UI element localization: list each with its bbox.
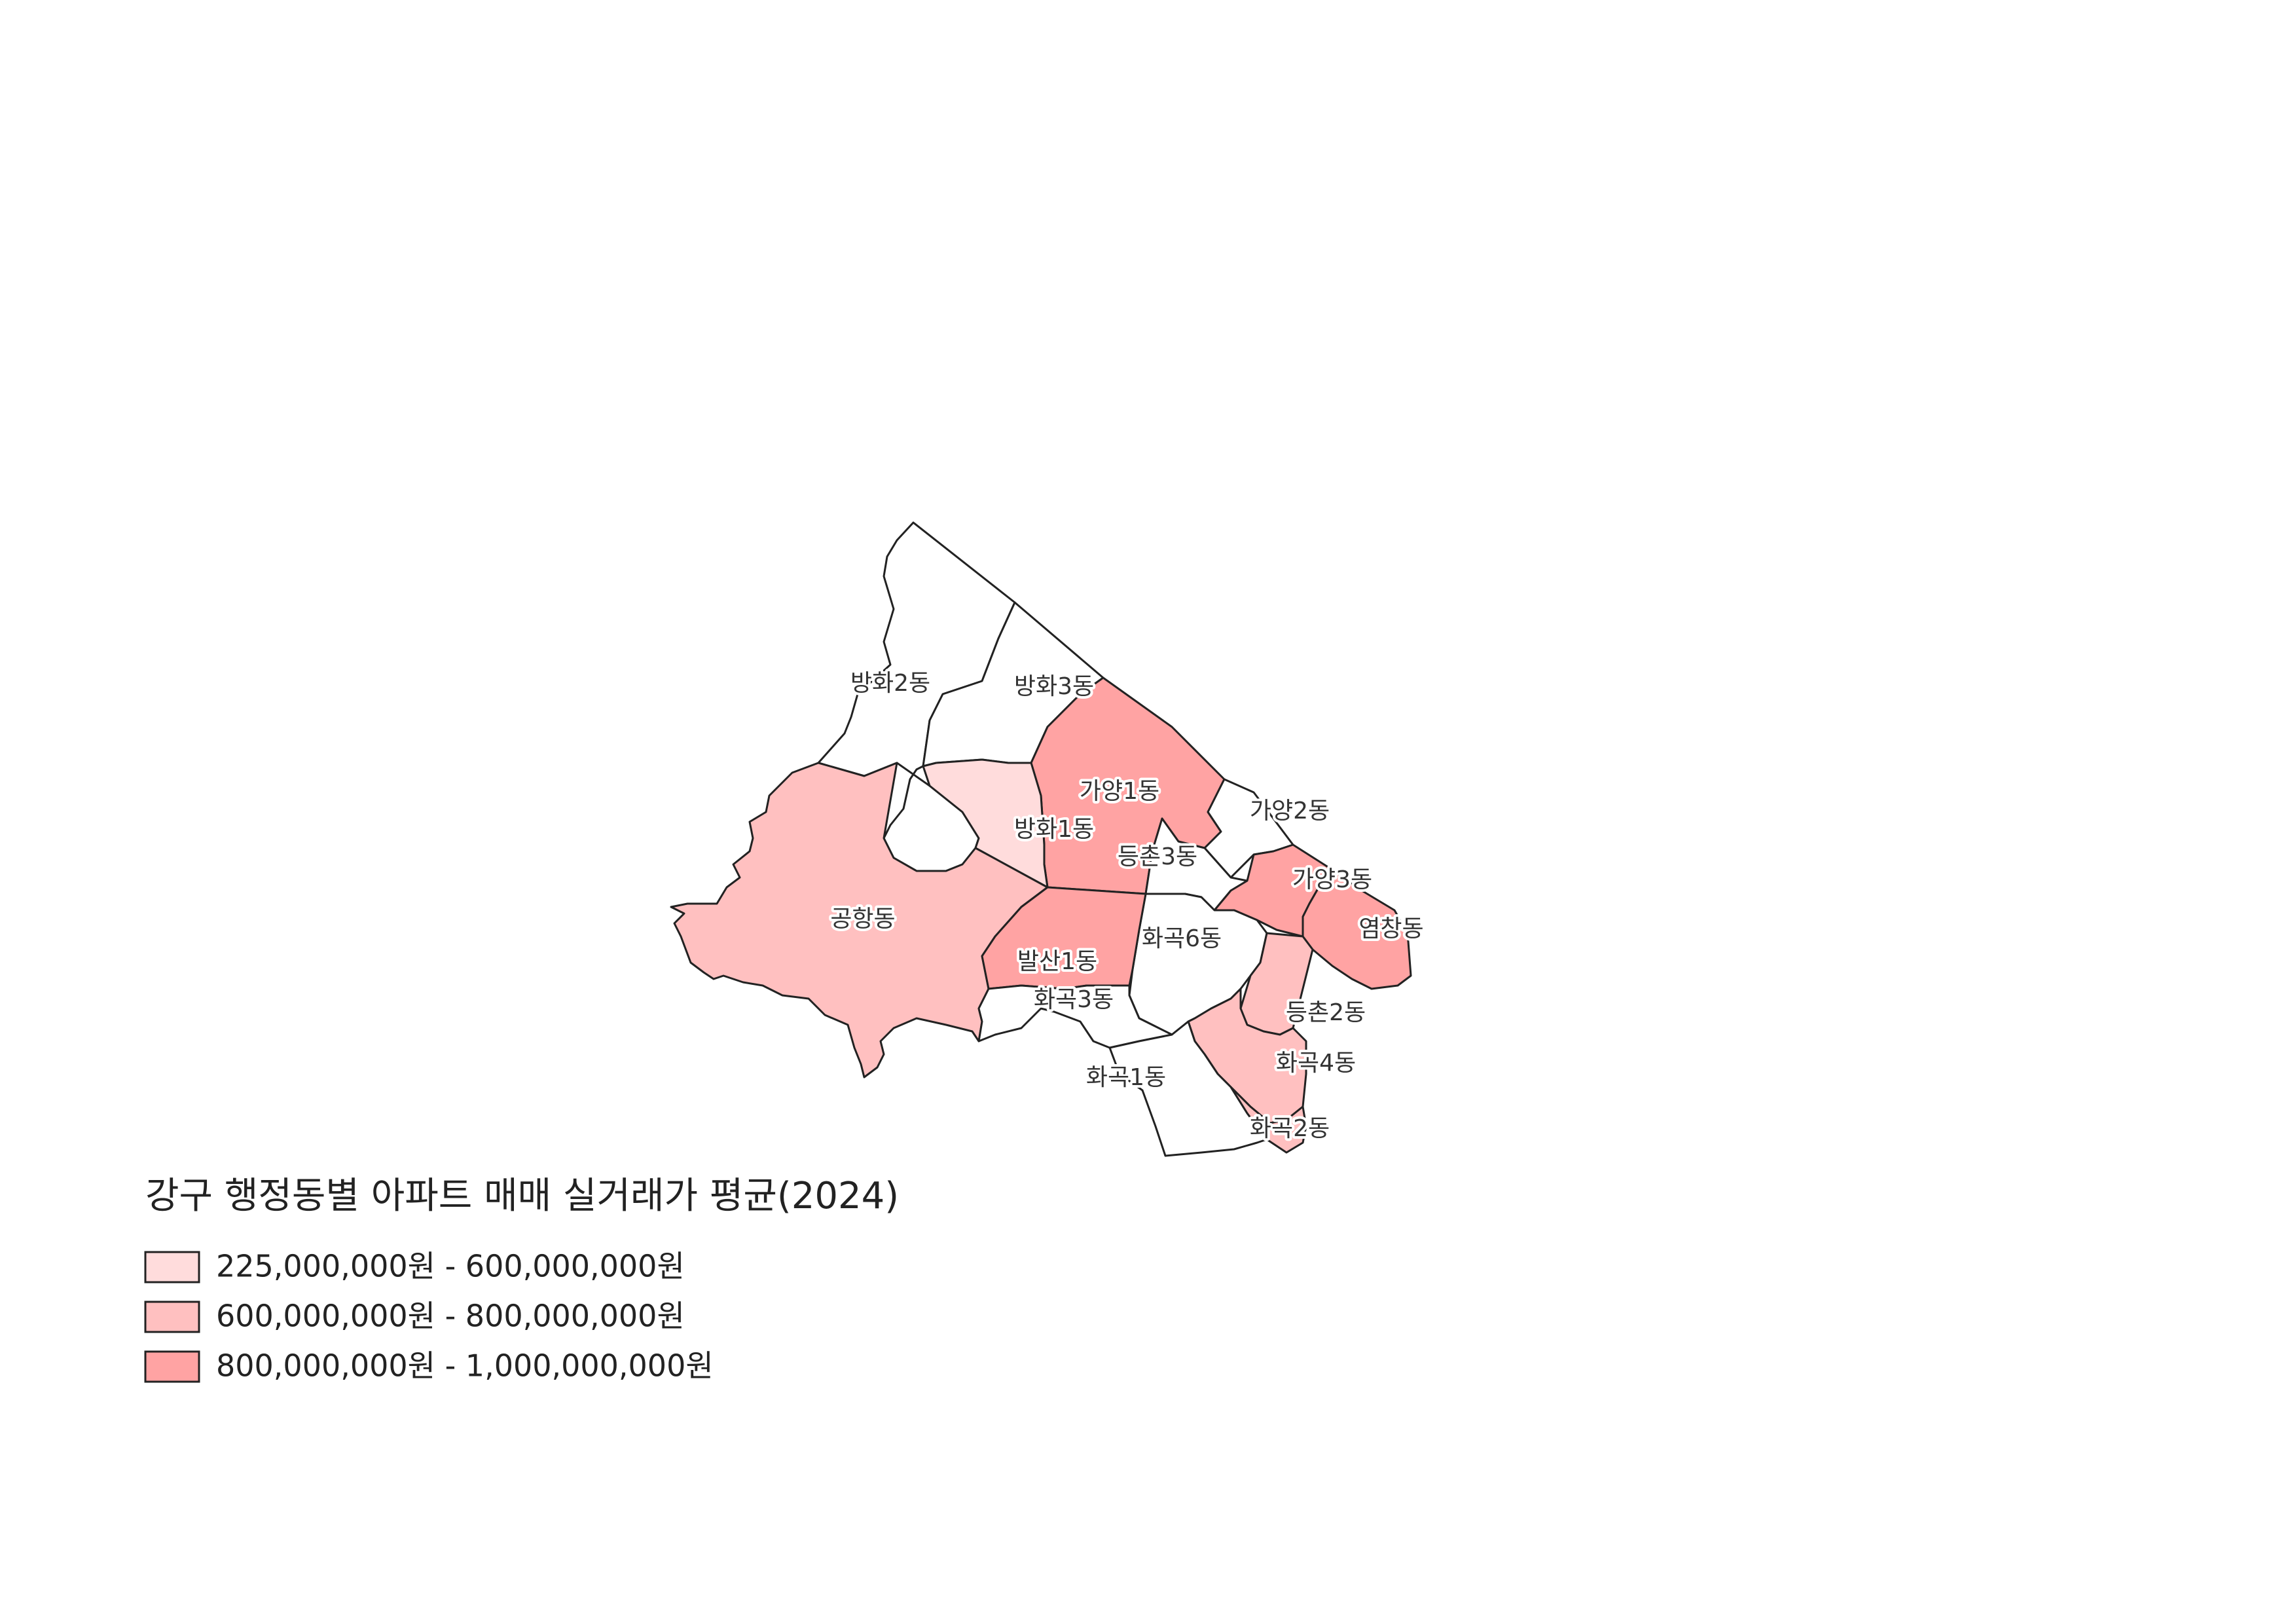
- district-label-gonghang: 공항동: [830, 906, 895, 932]
- district-labels: 방화2동 방화3동 가양1동 가양2동 방화1동 등촌3동 가양3동 공항동 염…: [828, 667, 1426, 1145]
- district-label-yeomchang: 염창동: [1358, 915, 1423, 942]
- district-label-balsan1: 발산1동: [1017, 948, 1097, 975]
- district-label-hwagok3: 화곡3동: [1034, 986, 1114, 1013]
- district-label-hwagok1: 화곡1동: [1086, 1064, 1166, 1091]
- map-title: 강구 행정동별 아파트 매매 실거래가 평균(2024): [145, 1175, 899, 1217]
- district-label-gayang1: 가양1동: [1080, 778, 1159, 805]
- district-yeomchang[interactable]: [1302, 866, 1412, 990]
- district-label-hwagok4: 화곡4동: [1276, 1050, 1356, 1077]
- legend-swatch-2: [144, 1301, 200, 1333]
- district-label-hwagok2: 화곡2동: [1250, 1115, 1330, 1142]
- district-label-gayang3: 가양3동: [1292, 866, 1372, 893]
- district-gayang2[interactable]: [1203, 778, 1294, 879]
- district-label-banghwa1: 방화1동: [1014, 816, 1094, 843]
- district-gonghang[interactable]: [670, 762, 1049, 1079]
- district-hwagok2[interactable]: [1230, 1086, 1307, 1154]
- district-banghwa1[interactable]: [922, 758, 1049, 889]
- legend-swatch-1: [144, 1251, 200, 1283]
- district-shapes: [670, 521, 1412, 1157]
- legend-label-3: 800,000,000원 - 1,000,000,000원: [216, 1348, 714, 1384]
- legend-label-2: 600,000,000원 - 800,000,000원: [216, 1299, 685, 1334]
- legend-swatch-3: [144, 1350, 200, 1383]
- legend-label-1: 225,000,000원 - 600,000,000원: [216, 1249, 685, 1284]
- district-label-deungchon3: 등촌3동: [1118, 843, 1197, 870]
- legend: 강구 행정동별 아파트 매매 실거래가 평균(2024) 225,000,000…: [144, 1175, 899, 1384]
- district-label-gayang2: 가양2동: [1250, 798, 1330, 824]
- district-label-hwagok6: 화곡6동: [1142, 925, 1222, 952]
- district-label-banghwa2: 방화2동: [850, 670, 930, 697]
- district-label-deungchon2: 등촌2동: [1286, 999, 1366, 1026]
- district-label-banghwa3: 방화3동: [1014, 673, 1094, 700]
